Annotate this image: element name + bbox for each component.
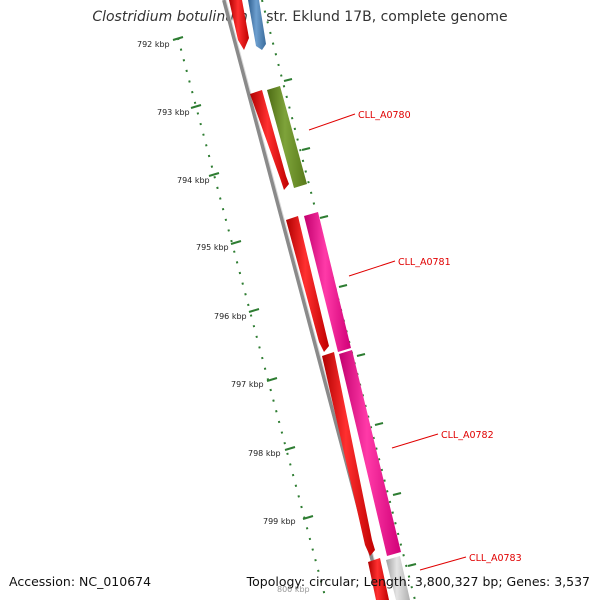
leader-line: [419, 556, 467, 571]
accession-text: Accession: NC_010674: [9, 574, 152, 589]
tick-mark: [266, 377, 278, 382]
topology-text: Topology: circular; Length: 3,800,327 bp…: [246, 574, 590, 589]
gene-block[interactable]: [339, 350, 401, 556]
gene-label-leaders: [308, 113, 467, 571]
gene-arrow[interactable]: [229, 0, 249, 50]
tick-mark: [284, 446, 296, 451]
ruler-ticks: [172, 36, 314, 520]
gene-block[interactable]: [248, 0, 266, 50]
leader-line: [391, 433, 439, 449]
map-title: Clostridium botulinum B str. Eklund 17B,…: [0, 9, 600, 25]
tick-mark: [407, 563, 417, 567]
gene-label[interactable]: CLL_A0783: [469, 553, 522, 564]
tick-mark: [338, 284, 348, 288]
gene-label[interactable]: CLL_A0782: [441, 430, 494, 441]
organism-name: Clostridium botulinum: [92, 9, 248, 25]
tick-label: 796 kbp: [214, 312, 247, 321]
tick-label: 795 kbp: [196, 243, 229, 252]
tick-mark: [230, 240, 242, 245]
tick-mark: [301, 147, 311, 151]
ruler-dotted-line: [177, 37, 327, 600]
tick-mark: [319, 215, 329, 219]
tick-label: 799 kbp: [263, 517, 296, 526]
tick-mark: [302, 515, 314, 520]
leader-line: [348, 260, 396, 277]
tick-mark: [190, 104, 202, 109]
tick-label: 792 kbp: [137, 40, 170, 49]
gene-label[interactable]: CLL_A0780: [358, 110, 411, 121]
tick-mark: [208, 172, 220, 177]
tick-label: 797 kbp: [231, 380, 264, 389]
gene-label[interactable]: CLL_A0781: [398, 257, 451, 268]
tick-mark: [374, 422, 384, 426]
tick-label: 798 kbp: [248, 449, 281, 458]
gene-block[interactable]: [267, 86, 307, 188]
gene-block[interactable]: [386, 556, 410, 600]
tick-mark: [392, 492, 402, 496]
gene-arrow[interactable]: [286, 216, 329, 352]
cds-track: [229, 0, 389, 600]
tick-mark: [248, 308, 260, 313]
tick-mark: [283, 78, 293, 82]
tick-label: 794 kbp: [177, 176, 210, 185]
tick-mark: [172, 36, 184, 41]
tick-mark: [356, 353, 366, 357]
category-track: [248, 0, 410, 600]
tick-label: 800 kbp: [277, 585, 310, 594]
gene-arrow[interactable]: [368, 558, 389, 600]
strain-description: B str. Eklund 17B, complete genome: [252, 9, 508, 25]
ruler-tick-labels: 792 kbp 793 kbp 794 kbp 795 kbp 796 kbp …: [137, 40, 310, 594]
category-ticks: [283, 78, 417, 567]
leader-line: [308, 113, 356, 131]
gene-arrow[interactable]: [250, 90, 289, 190]
tick-label: 793 kbp: [157, 108, 190, 117]
gene-labels: CLL_A0780 CLL_A0781 CLL_A0782 CLL_A0783: [358, 110, 522, 564]
gene-block[interactable]: [304, 212, 351, 352]
gene-arrow[interactable]: [322, 352, 375, 556]
